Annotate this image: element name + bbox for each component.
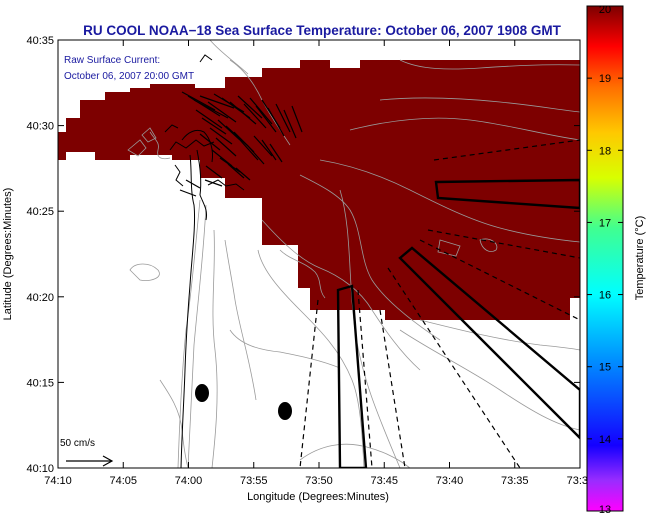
colorbar-tick-label: 20 [599, 4, 611, 16]
x-tick-label: 73:35 [501, 475, 529, 487]
colorbar-ticks: 20 19 18 17 16 15 14 13 [587, 4, 623, 516]
colorbar [586, 5, 624, 512]
x-axis-label: Longitude (Degrees:Minutes) [247, 491, 389, 503]
bathymetry-contours [127, 40, 580, 468]
x-axis: 74:10 74:05 74:00 73:55 73:50 73:45 73:40 73:35… [44, 40, 588, 487]
y-tick-label: 40:25 [26, 206, 54, 218]
scale-arrow [66, 455, 114, 467]
x-tick-label: 73:45 [370, 475, 398, 487]
x-tick-label: 73:3 [567, 475, 588, 487]
x-tick-label: 74:00 [175, 475, 203, 487]
current-label-line1: Raw Surface Current: [64, 55, 160, 66]
y-tick-label: 40:35 [26, 35, 54, 47]
colorbar-tick-label: 16 [599, 290, 611, 302]
x-tick-label: 73:50 [305, 475, 333, 487]
colorbar-label: Temperature (°C) [634, 216, 646, 300]
x-tick-label: 73:55 [240, 475, 268, 487]
map-title: RU COOL NOAA−18 Sea Surface Temperature:… [83, 23, 562, 38]
colorbar-tick-label: 15 [599, 362, 611, 374]
y-axis: 40:35 40:30 40:25 40:20 40:15 40:10 [26, 35, 580, 475]
surface-current-vectors [179, 91, 303, 197]
colorbar-tick-label: 17 [599, 217, 611, 229]
station-marker [278, 402, 292, 420]
plot-area: Raw Surface Current: October 06, 2007 20… [58, 40, 580, 468]
colorbar-tick-label: 14 [599, 434, 611, 446]
y-tick-label: 40:20 [26, 292, 54, 304]
colorbar-tick-label: 13 [599, 504, 611, 516]
radar-bearing-lines [299, 139, 580, 468]
coastline [164, 54, 245, 468]
station-marker [195, 384, 209, 402]
colorbar-tick-label: 19 [599, 73, 611, 85]
y-axis-label: Latitude (Degrees:Minutes) [2, 188, 14, 321]
x-tick-label: 74:10 [44, 475, 72, 487]
y-tick-label: 40:15 [26, 377, 54, 389]
x-tick-label: 73:40 [436, 475, 464, 487]
x-tick-label: 74:05 [109, 475, 137, 487]
y-tick-label: 40:10 [26, 463, 54, 475]
scale-arrow-label: 50 cm/s [60, 438, 95, 449]
current-label-line2: October 06, 2007 20:00 GMT [64, 71, 194, 82]
radar-beam-outlines [336, 178, 580, 468]
sst-coverage-area [58, 60, 580, 320]
colorbar-tick-label: 18 [599, 145, 611, 157]
y-tick-label: 40:30 [26, 121, 54, 133]
